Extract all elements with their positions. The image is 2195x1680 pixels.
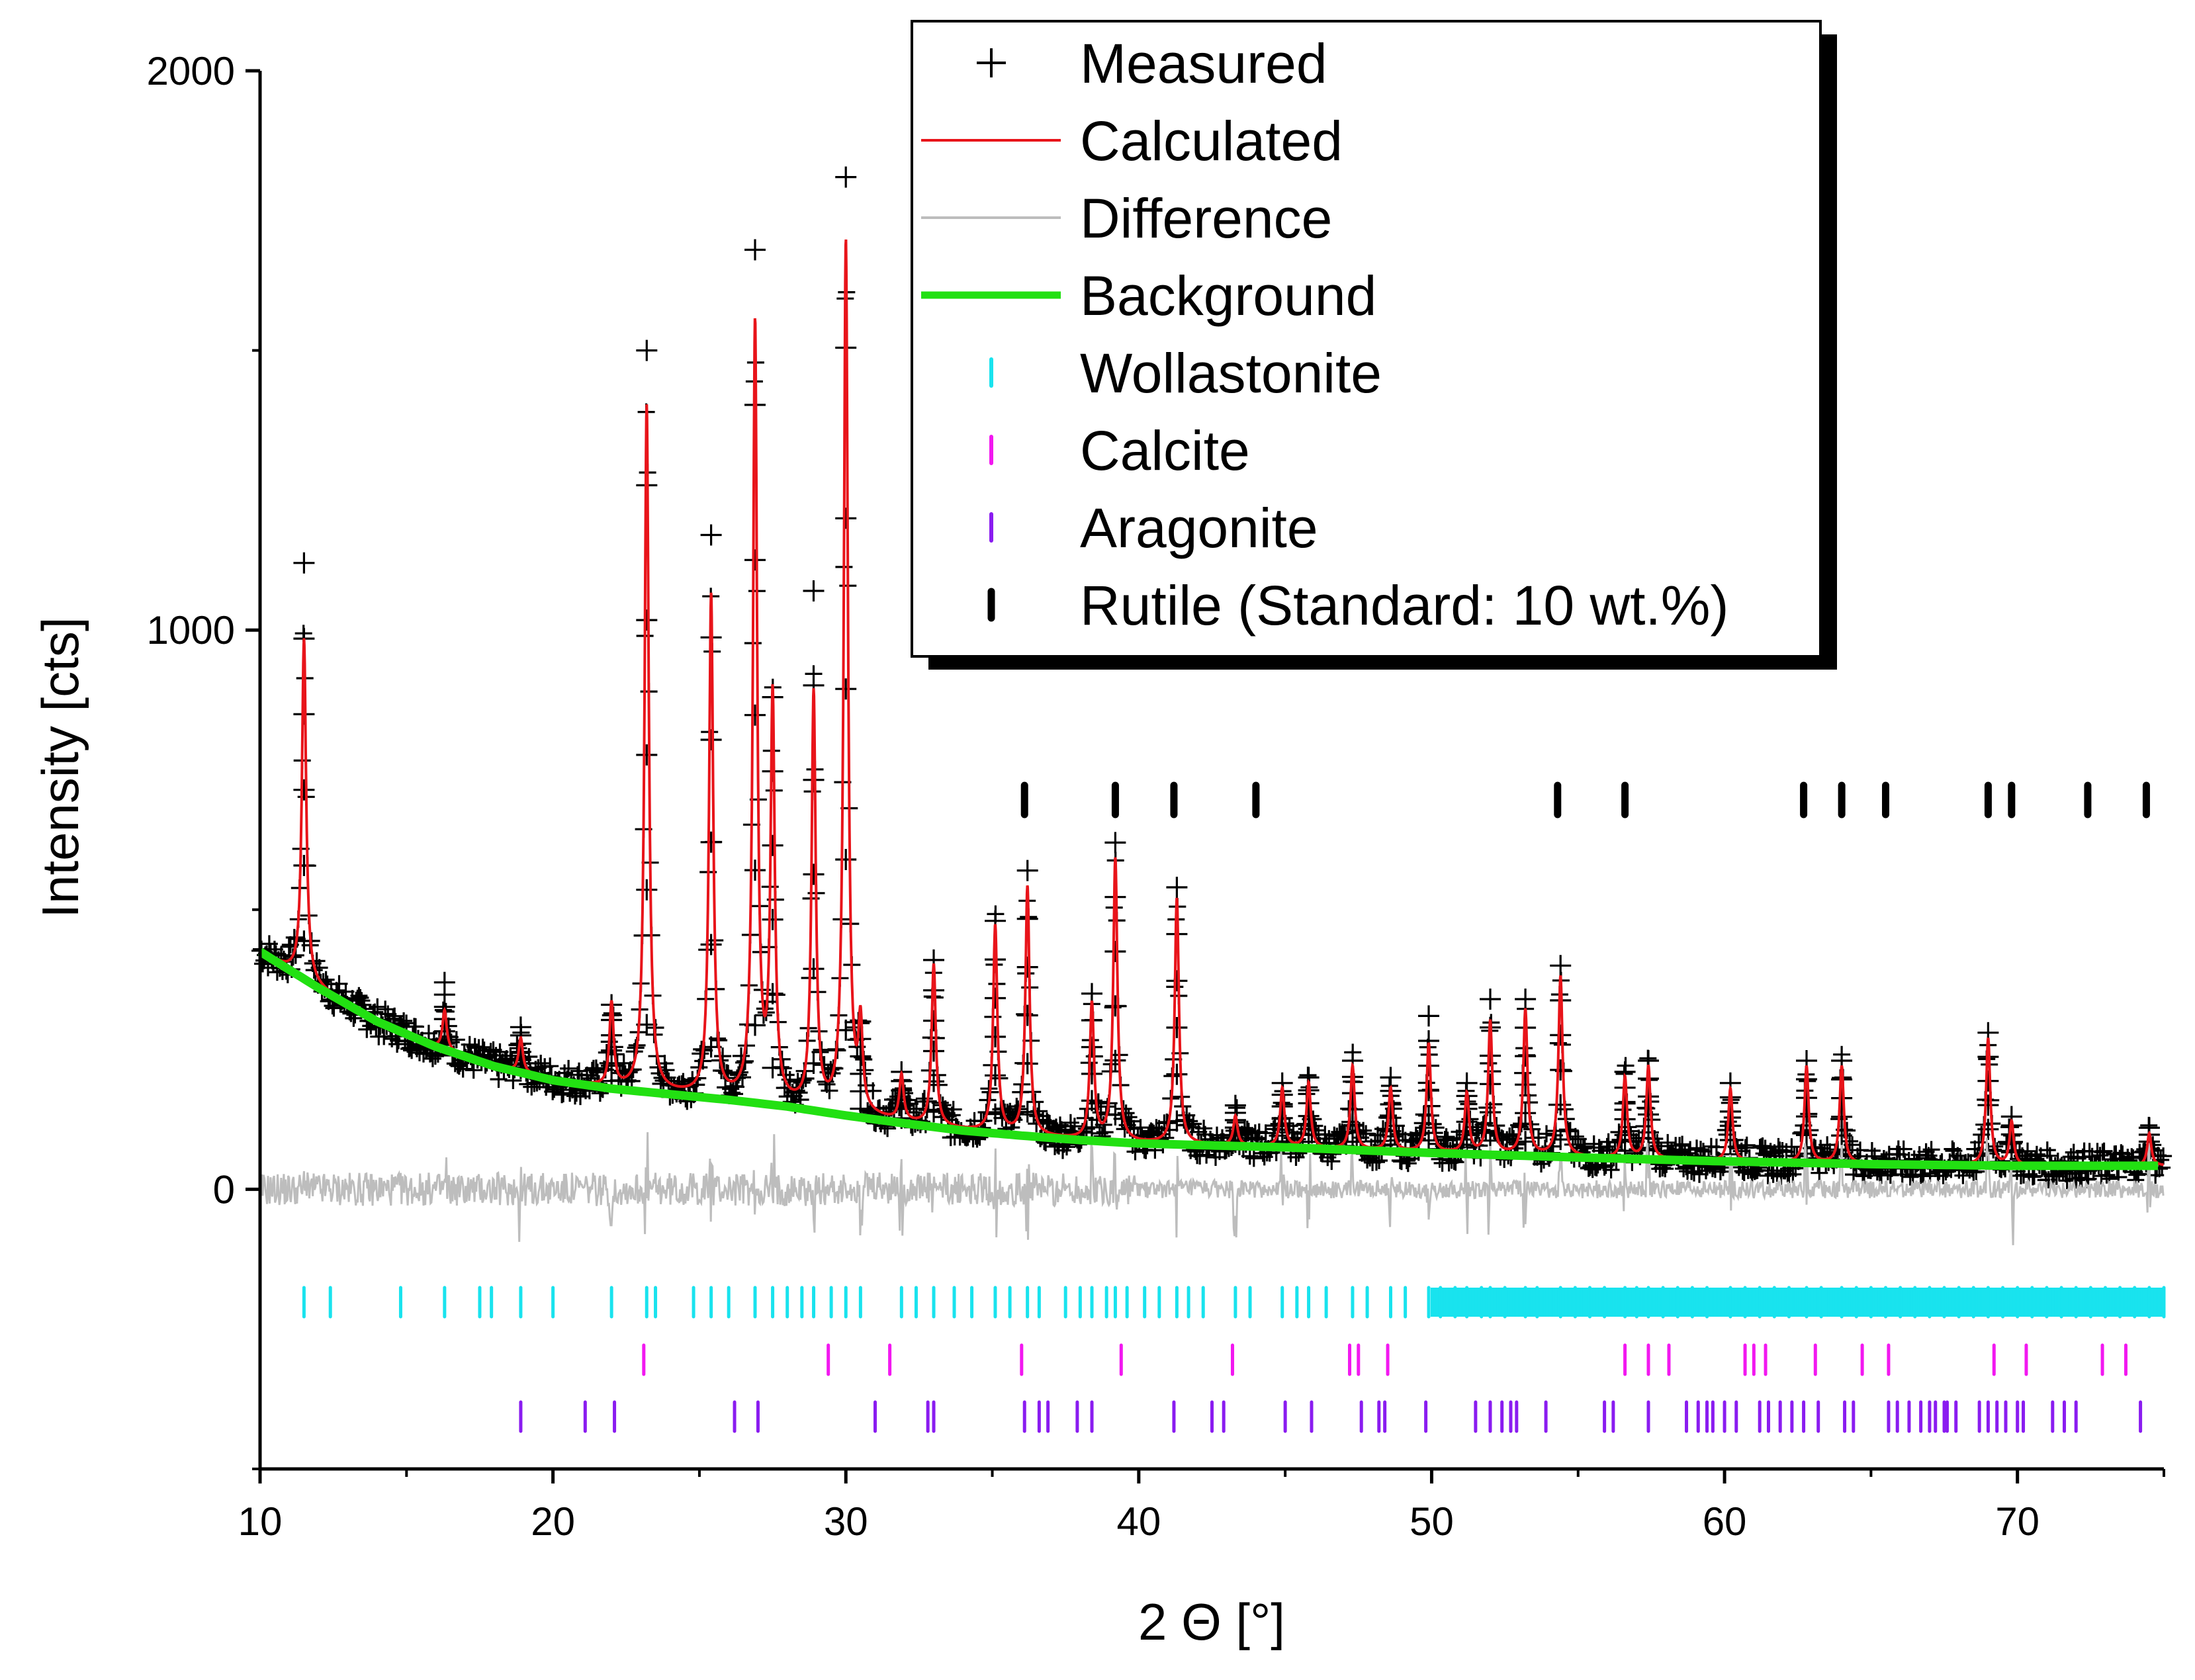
- x-ticks: 10 20 30 40 50 60 70: [238, 1469, 2165, 1544]
- legend-calcite-label: Calcite: [1080, 420, 1250, 482]
- plot-area: [251, 166, 2173, 1433]
- legend-measured-label: Measured: [1080, 32, 1327, 95]
- legend-items: Measured Calculated Difference Background Wo…: [921, 32, 1728, 637]
- series-lines: [257, 239, 2165, 1245]
- legend-background-label: Background: [1080, 265, 1376, 327]
- y-tick-label: 2000: [147, 49, 235, 93]
- difference-line: [259, 1132, 2165, 1245]
- x-tick-label: 30: [824, 1499, 868, 1544]
- y-ticks: 0 1000 2000: [147, 49, 260, 1470]
- legend-measured-symbol: [977, 48, 1006, 77]
- legend-box: [911, 20, 1822, 658]
- x-tick-label: 40: [1116, 1499, 1161, 1544]
- x-tick-label: 60: [1703, 1499, 1747, 1544]
- axes: 10 20 30 40 50 60 70 0 1000 2000: [147, 49, 2165, 1544]
- y-axis-title: Intensity [cts]: [31, 617, 89, 918]
- legend-wollastonite-label: Wollastonite: [1080, 342, 1382, 404]
- reflection-ticks-layer: [302, 781, 2166, 1433]
- legend-difference-label: Difference: [1080, 187, 1332, 249]
- legend-calculated-label: Calculated: [1080, 110, 1343, 172]
- x-tick-label: 50: [1410, 1499, 1454, 1544]
- x-tick-label: 20: [531, 1499, 575, 1544]
- y-tick-label: 1000: [147, 608, 235, 652]
- legend-aragonite-label: Aragonite: [1080, 497, 1318, 559]
- x-tick-label: 10: [238, 1499, 283, 1544]
- y-tick-label: 0: [213, 1167, 235, 1212]
- legend: Measured Calculated Difference Background Wo…: [911, 20, 1837, 670]
- background-line: [257, 948, 2159, 1171]
- x-tick-label: 70: [1995, 1499, 2039, 1544]
- legend-rutile-label: Rutile (Standard: 10 wt.%): [1080, 574, 1728, 637]
- x-axis-title: 2 Θ [°]: [1138, 1593, 1285, 1651]
